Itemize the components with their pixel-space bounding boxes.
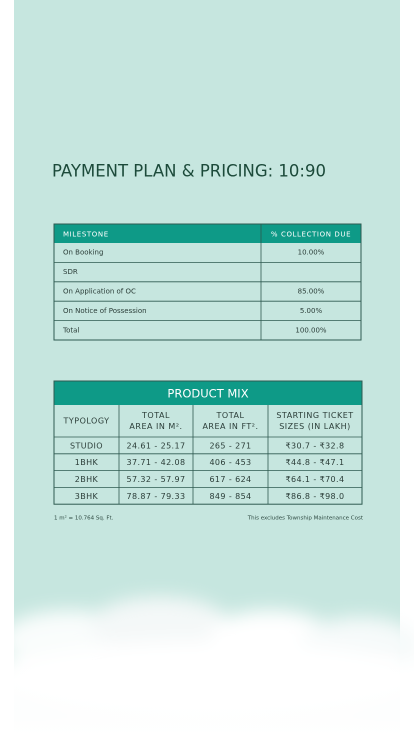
header-row [54,224,361,243]
heading: PAYMENT PLAN & PRICING: 10:90 [52,162,326,181]
cell: ₹44.8 - ₹47.1 [286,458,345,467]
column-header: AREA IN M². [129,422,182,431]
cell: Total [62,326,79,334]
column-header: TOTAL [141,411,170,420]
column-header: SIZES (IN LAKH) [279,422,351,431]
cell: 1BHK [75,458,99,467]
cell: 57.32 - 57.97 [127,475,186,484]
column-header: % COLLECTION DUE [271,231,351,239]
cell: 85.00% [298,288,325,296]
footnote: This excludes Township Maintenance Cost [247,516,364,522]
cell: 37.71 - 42.08 [127,458,186,467]
cell: 2BHK [75,475,99,484]
cell: 849 - 854 [209,492,251,501]
column-header: AREA IN FT². [202,422,258,431]
cell: On Booking [63,249,103,257]
cell: 406 - 453 [209,458,251,467]
cell: 617 - 624 [209,475,251,484]
cloud-fade [14,650,400,736]
cell: 78.87 - 79.33 [127,492,186,501]
cell: ₹86.8 - ₹98.0 [286,492,345,501]
cell: SDR [63,268,78,276]
cell: 3BHK [75,492,99,501]
cell: 10.00% [298,249,325,257]
column-header: TYPOLOGY [62,417,109,426]
table-title: PRODUCT MIX [167,387,248,401]
table-border [53,223,362,341]
cell: On Application of OC [63,288,136,296]
cell: 100.00% [295,326,326,334]
column-header: TOTAL [216,411,245,420]
cell: ₹30.7 - ₹32.8 [286,441,345,450]
title-row [54,381,362,405]
cell: 24.61 - 25.17 [127,441,186,450]
footnote: 1 m² = 10.764 Sq. Ft. [54,515,114,522]
column-header: STARTING TICKET [276,411,353,420]
cell: STUDIO [70,441,103,450]
table-border [53,380,363,505]
cell: On Notice of Possession [63,307,147,315]
payment-table: MILESTONE % COLLECTION DUE On Booking 10.00… [53,223,362,341]
column-header: MILESTONE [63,231,109,239]
product-table: PRODUCT MIX TYPOLOGY TOTAL AREA IN M². TOTAL… [53,380,363,505]
cell: 5.00% [300,307,323,315]
cell: 265 - 271 [209,441,251,450]
cell: ₹64.1 - ₹70.4 [286,475,345,484]
